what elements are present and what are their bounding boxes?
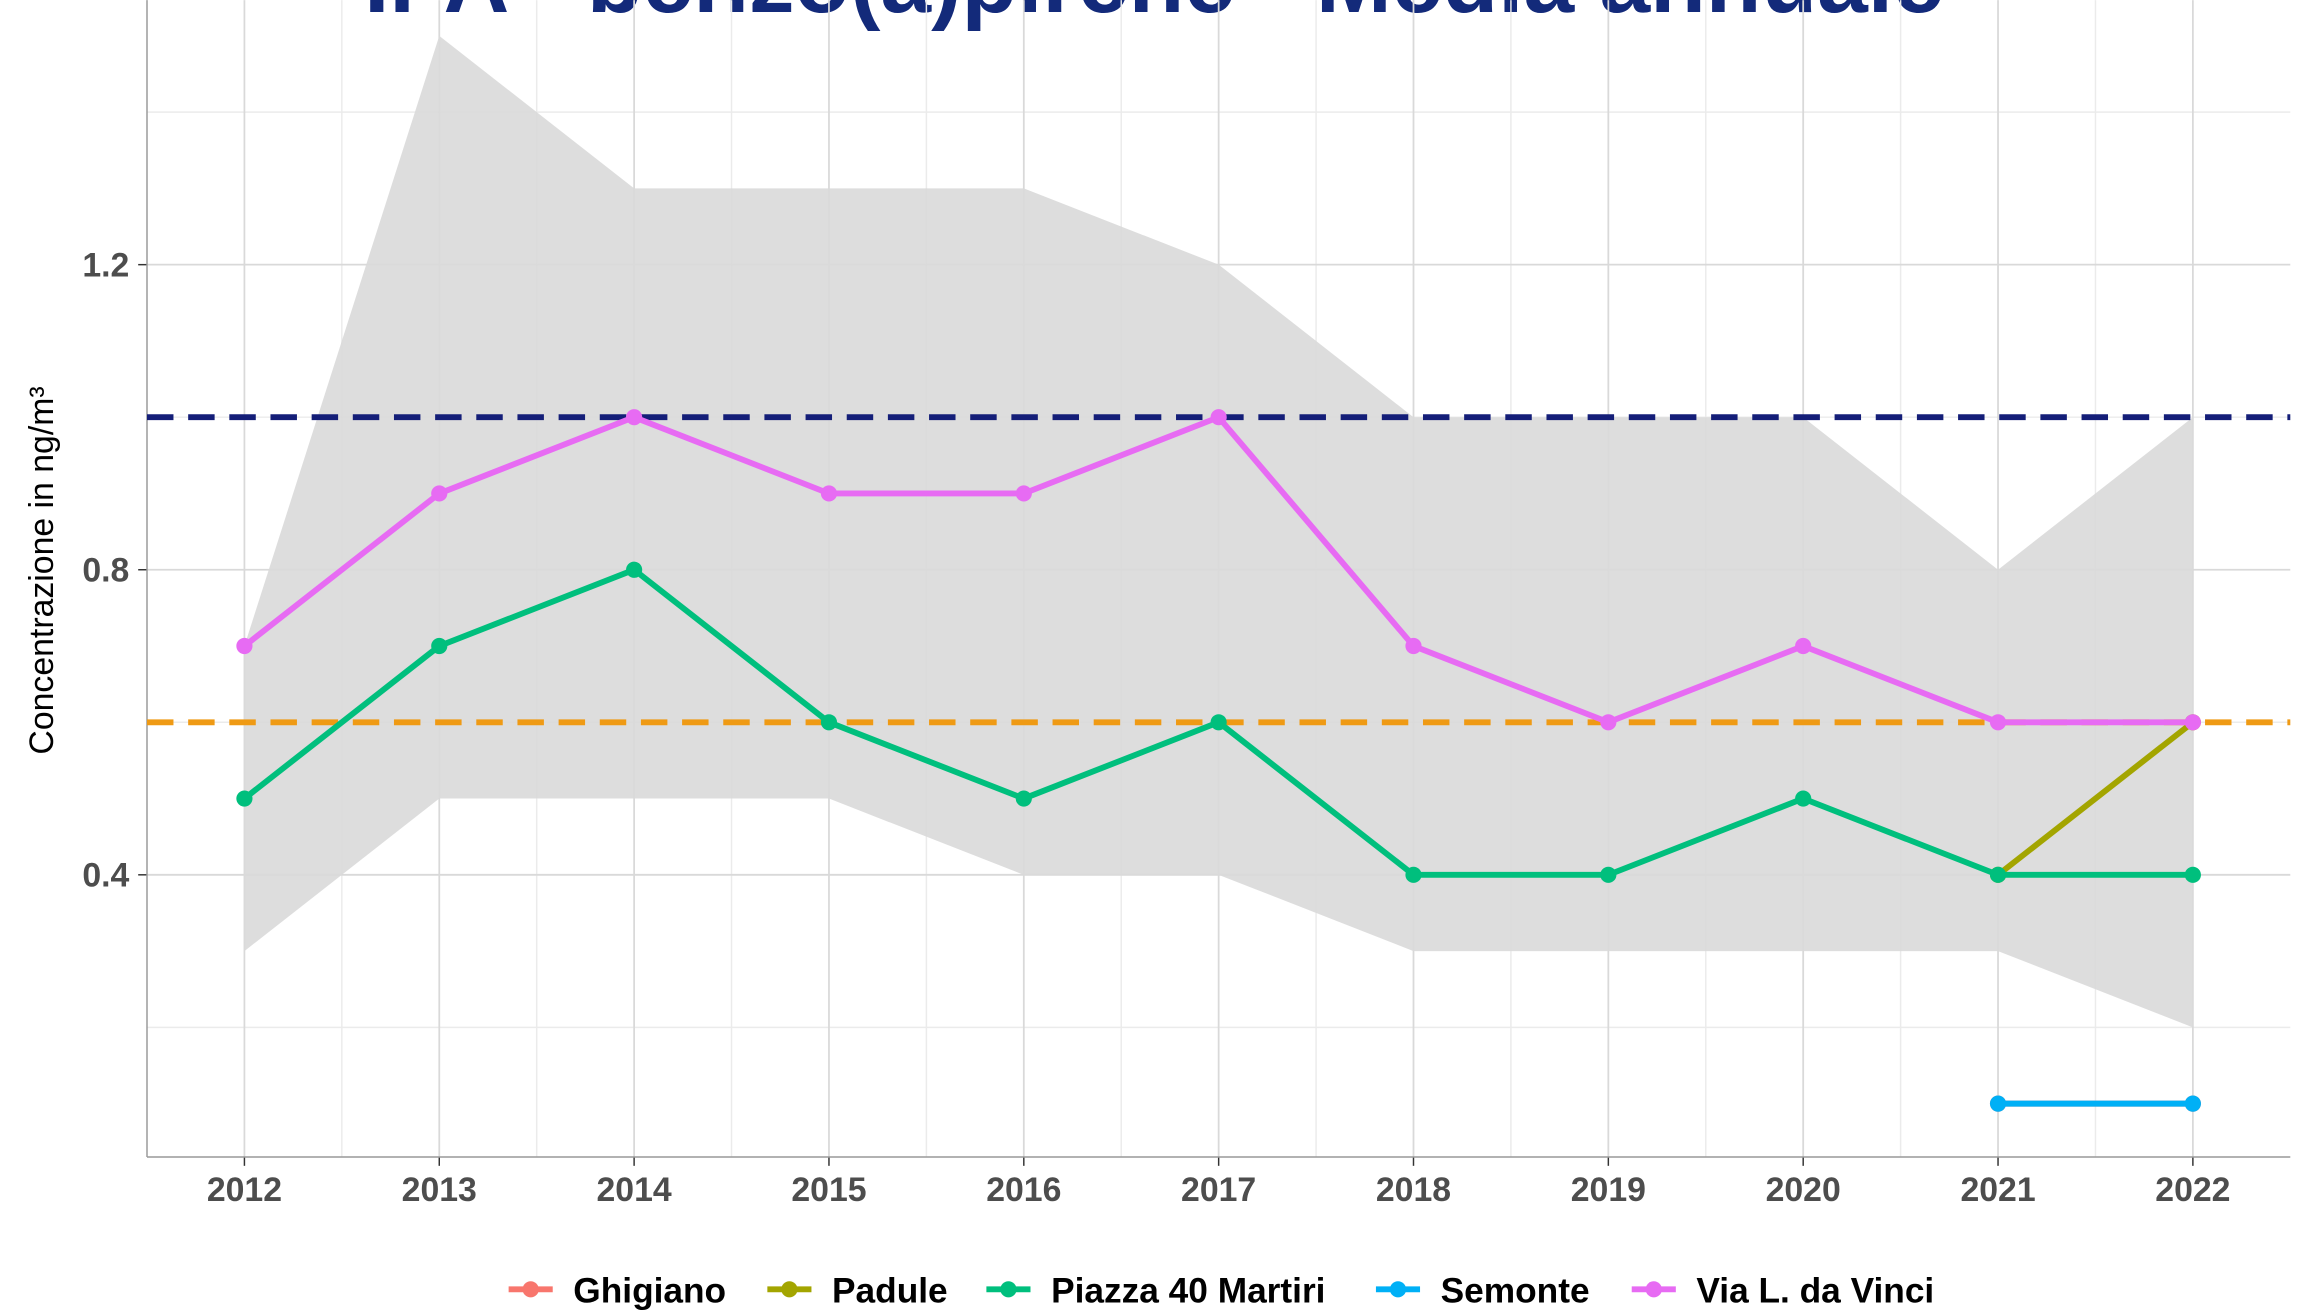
series-point bbox=[1405, 866, 1422, 883]
legend-label: Semonte bbox=[1441, 1272, 1590, 1310]
legend-label: Piazza 40 Martiri bbox=[1051, 1272, 1325, 1310]
series-point bbox=[1405, 637, 1422, 655]
series-point bbox=[626, 561, 643, 578]
series-point bbox=[236, 790, 253, 807]
series-point bbox=[1210, 714, 1227, 731]
x-tick-label: 2017 bbox=[1181, 1171, 1256, 1209]
legend-key-point bbox=[1645, 1281, 1662, 1298]
x-tick-label: 2012 bbox=[207, 1171, 282, 1209]
series-point bbox=[820, 714, 838, 731]
legend-key-point bbox=[1000, 1281, 1017, 1298]
chart-title: IPA - benzo(a)pirene - Media annuale bbox=[364, 0, 1944, 32]
legend-label: Ghigiano bbox=[573, 1272, 726, 1310]
series-point bbox=[1600, 866, 1617, 883]
x-tick-label: 2020 bbox=[1766, 1171, 1841, 1209]
y-tick-label: 0.4 bbox=[82, 857, 129, 895]
series-line bbox=[1996, 719, 2195, 878]
series-point bbox=[431, 637, 448, 655]
series-point bbox=[1989, 714, 2007, 731]
series-point bbox=[1015, 790, 1032, 807]
x-tick-label: 2019 bbox=[1571, 1171, 1646, 1209]
series-point bbox=[2184, 714, 2201, 731]
x-tick-label: 2013 bbox=[402, 1171, 477, 1209]
x-tick-label: 2022 bbox=[2155, 1171, 2230, 1209]
series-point bbox=[1795, 637, 1812, 655]
y-tick-label: 0.8 bbox=[82, 551, 129, 589]
series-point bbox=[1015, 485, 1032, 502]
range-band bbox=[244, 35, 2193, 1028]
legend-key-point bbox=[522, 1281, 539, 1298]
series-point bbox=[1989, 1095, 2007, 1112]
y-axis-label: Concentrazione in ng/m³ bbox=[23, 386, 61, 754]
legend-label: Via L. da Vinci bbox=[1696, 1272, 1934, 1310]
x-tick-label: 2014 bbox=[597, 1171, 672, 1209]
series-point bbox=[2184, 866, 2201, 883]
series-point bbox=[2184, 1095, 2201, 1112]
series-point bbox=[236, 637, 253, 655]
legend-key-point bbox=[781, 1281, 798, 1298]
x-tick-label: 2018 bbox=[1376, 1171, 1451, 1209]
x-tick-label: 2016 bbox=[986, 1171, 1061, 1209]
series-point bbox=[1795, 790, 1812, 807]
legend-key-point bbox=[1389, 1281, 1407, 1298]
series-point bbox=[626, 409, 643, 426]
series-point bbox=[1210, 409, 1227, 426]
x-tick-label: 2015 bbox=[791, 1171, 866, 1209]
series-point bbox=[431, 485, 448, 502]
legend-label: Padule bbox=[832, 1272, 948, 1310]
series-point bbox=[1989, 866, 2007, 883]
x-tick-label: 2021 bbox=[1960, 1171, 2035, 1209]
y-tick-label: 1.2 bbox=[82, 246, 129, 284]
series-point bbox=[820, 485, 838, 502]
series-point bbox=[1600, 714, 1617, 731]
